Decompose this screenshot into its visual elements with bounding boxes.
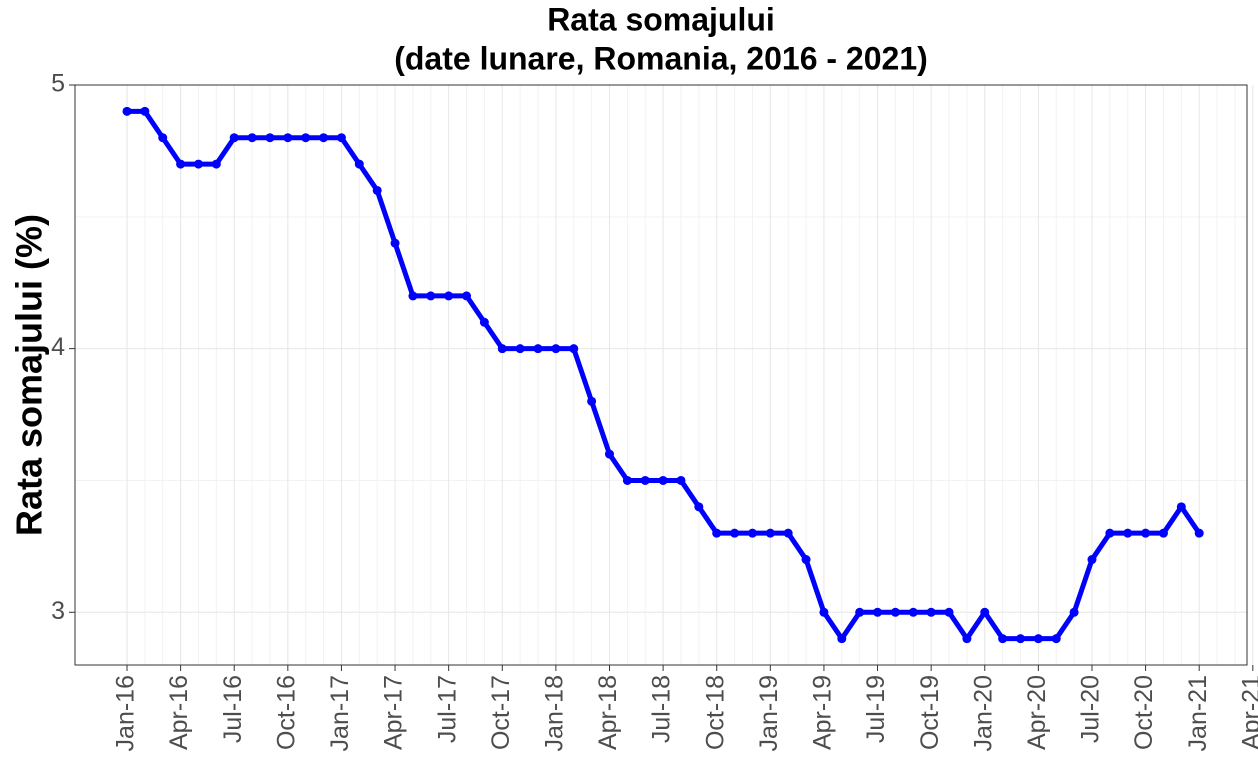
data-point	[890, 607, 900, 617]
data-point	[319, 133, 329, 143]
x-tick-label: Jan-19	[755, 675, 783, 751]
data-point	[462, 291, 472, 301]
data-point	[211, 159, 221, 169]
data-point	[694, 502, 704, 512]
y-tick-label: 5	[51, 70, 65, 98]
y-tick-label: 3	[51, 597, 65, 625]
x-tick-label: Oct-16	[272, 675, 300, 750]
data-point	[1141, 528, 1151, 538]
x-tick-label: Jan-16	[112, 675, 140, 751]
data-point	[1158, 528, 1168, 538]
y-axis-label: Rata somajului (%)	[9, 214, 50, 536]
data-point	[158, 133, 168, 143]
x-tick-label: Apr-18	[594, 675, 622, 750]
data-point	[479, 317, 489, 327]
x-tick-label: Apr-20	[1023, 675, 1051, 750]
data-point	[1087, 555, 1097, 565]
data-point	[640, 475, 650, 485]
data-point	[497, 344, 507, 354]
chart-title: Rata somajului	[547, 1, 775, 37]
x-tick-label: Jul-19	[862, 675, 890, 743]
x-tick-label: Oct-18	[701, 675, 729, 750]
data-point	[390, 238, 400, 248]
data-point	[122, 106, 132, 116]
data-point	[855, 607, 865, 617]
x-tick-label: Apr-16	[165, 675, 193, 750]
x-tick-label: Apr-17	[380, 675, 408, 750]
x-tick-label: Jan-18	[540, 675, 568, 751]
data-point	[604, 449, 614, 459]
data-point	[980, 607, 990, 617]
x-tick-label: Jul-20	[1077, 675, 1105, 743]
data-point	[1105, 528, 1115, 538]
data-point	[533, 344, 543, 354]
data-point	[622, 475, 632, 485]
data-point	[1033, 634, 1043, 644]
data-point	[801, 555, 811, 565]
data-point	[1176, 502, 1186, 512]
x-tick-label: Jan-17	[326, 675, 354, 751]
x-tick-label: Jul-17	[433, 675, 461, 743]
data-point	[676, 475, 686, 485]
x-tick-label: Oct-19	[916, 675, 944, 750]
data-point	[873, 607, 883, 617]
data-point	[908, 607, 918, 617]
data-point	[819, 607, 829, 617]
data-point	[336, 133, 346, 143]
data-point	[1016, 634, 1025, 644]
x-tick-label: Oct-20	[1130, 675, 1158, 750]
data-point	[372, 185, 382, 195]
data-point	[265, 133, 275, 143]
data-point	[569, 344, 579, 354]
data-point	[783, 528, 793, 538]
data-point	[658, 475, 668, 485]
data-point	[193, 159, 203, 169]
data-point	[1123, 528, 1133, 538]
data-point	[765, 528, 775, 538]
x-tick-label: Apr-19	[809, 675, 837, 750]
data-point	[551, 344, 561, 354]
data-point	[944, 607, 954, 617]
x-tick-label: Apr-21	[1237, 675, 1258, 750]
x-tick-label: Jan-21	[1184, 675, 1212, 751]
data-point	[837, 634, 847, 644]
x-tick-label: Jul-18	[648, 675, 676, 743]
data-point	[1051, 634, 1061, 644]
data-point	[301, 133, 311, 143]
data-point	[1069, 607, 1079, 617]
data-point	[408, 291, 418, 301]
data-point	[712, 528, 722, 538]
data-point	[444, 291, 454, 301]
data-point	[515, 344, 525, 354]
data-point	[426, 291, 436, 301]
data-point	[730, 528, 740, 538]
data-point	[283, 133, 293, 143]
data-point	[962, 634, 972, 644]
data-point	[1194, 528, 1204, 538]
data-point	[354, 159, 364, 169]
x-tick-label: Jan-20	[969, 675, 997, 751]
x-tick-label: Jul-16	[219, 675, 247, 743]
data-point	[926, 607, 936, 617]
panel-border	[74, 84, 1248, 666]
chart-subtitle: (date lunare, Romania, 2016 - 2021)	[394, 40, 928, 76]
data-point	[998, 634, 1008, 644]
data-point	[229, 133, 239, 143]
data-point	[176, 159, 186, 169]
y-tick-label: 4	[51, 333, 65, 361]
data-point	[140, 106, 150, 116]
x-tick-label: Oct-17	[487, 675, 515, 750]
data-point	[747, 528, 757, 538]
data-point	[587, 396, 597, 406]
data-point	[247, 133, 257, 143]
